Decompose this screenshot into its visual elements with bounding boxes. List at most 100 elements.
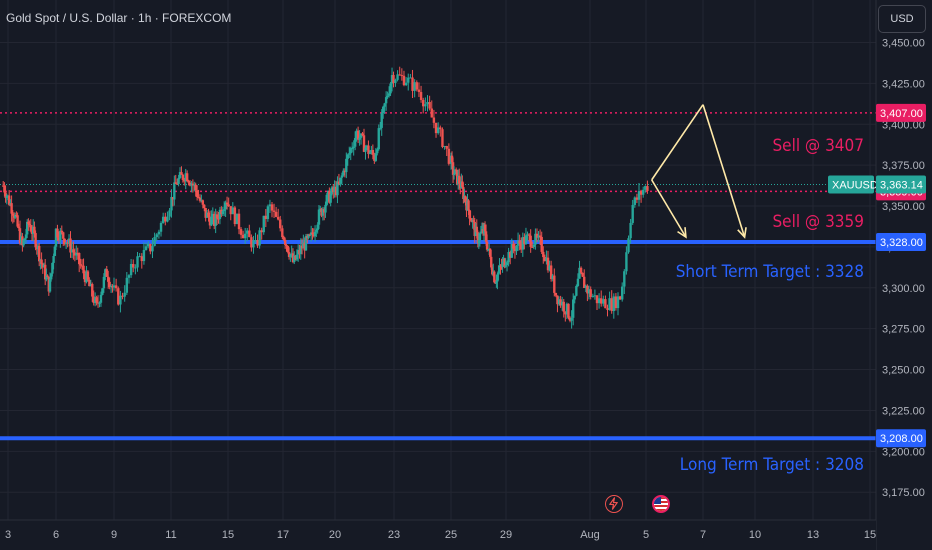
candle-body <box>413 82 416 91</box>
candle-body <box>365 145 369 148</box>
candle-body <box>332 187 335 192</box>
candle-body <box>447 148 451 164</box>
candle-body <box>243 233 247 239</box>
candle-body <box>194 184 197 191</box>
candle-body <box>475 226 478 233</box>
candle-body <box>353 138 357 147</box>
candle-body <box>503 258 506 267</box>
candle-body <box>531 246 534 248</box>
candle-body <box>114 285 118 289</box>
candle-body <box>200 200 203 202</box>
candle-body <box>99 294 103 303</box>
candle-body <box>352 146 355 149</box>
candle-body <box>151 245 154 252</box>
candle-body <box>193 184 196 186</box>
candle-body <box>540 236 543 252</box>
candle-body <box>168 210 171 217</box>
long-term-target-label: Long Term Target : 3208 <box>679 455 864 475</box>
candle-body <box>300 245 304 249</box>
candle-body <box>10 203 13 214</box>
candle-body <box>302 242 305 249</box>
candle-body <box>45 275 48 280</box>
candle-body <box>557 299 561 305</box>
candle-body <box>581 272 584 277</box>
candle-body <box>119 295 122 305</box>
candle-body <box>254 240 257 242</box>
candle-body <box>184 173 187 182</box>
candle-body <box>553 275 556 293</box>
candle-body <box>50 273 53 280</box>
lightning-icon[interactable] <box>605 495 623 513</box>
short-target-badge <box>876 233 926 252</box>
candle-body <box>392 75 395 83</box>
candle-body <box>383 103 386 107</box>
sell-lower-label: Sell @ 3359 <box>772 212 864 232</box>
candle-body <box>584 285 587 288</box>
candle-body <box>501 261 504 268</box>
short-target-badge-label: 3,328.00 <box>880 237 923 249</box>
candle-body <box>618 296 622 300</box>
candle-body <box>445 146 448 149</box>
candle-body <box>565 303 569 315</box>
candle-body <box>44 264 47 280</box>
candle-body <box>34 233 37 248</box>
projection-arrow-line <box>651 179 687 238</box>
projection-arrowhead <box>737 227 747 239</box>
candle-body <box>510 243 513 258</box>
candle-body <box>142 249 146 262</box>
x-tick-label: 9 <box>111 529 117 541</box>
candle-body <box>205 212 209 218</box>
candle-body <box>642 189 645 195</box>
candle-body <box>220 209 223 215</box>
candle-body <box>478 233 482 241</box>
y-tick-label: 3,375.00 <box>882 160 925 172</box>
candle-body <box>102 276 106 289</box>
currency-button[interactable]: USD <box>878 5 926 33</box>
candle-body <box>556 295 559 305</box>
candle-body <box>89 283 92 287</box>
candle-body <box>411 77 414 91</box>
candle-body <box>138 256 141 258</box>
candle-body <box>432 117 436 123</box>
candle-body <box>149 243 152 252</box>
y-tick-label: 3,175.00 <box>882 487 925 499</box>
y-tick-label: 3,400.00 <box>882 119 925 131</box>
candle-body <box>121 295 124 297</box>
candle-body <box>362 135 366 152</box>
y-tick-label: 3,450.00 <box>882 38 925 50</box>
candle-body <box>127 275 131 278</box>
candle-body <box>144 246 148 250</box>
candle-body <box>346 154 349 159</box>
candle-body <box>229 206 232 215</box>
candle-body <box>644 186 647 190</box>
candle-body <box>543 257 547 262</box>
candle-body <box>174 182 177 184</box>
candle-body <box>266 206 270 219</box>
candle-body <box>129 263 133 276</box>
x-tick-label: 23 <box>388 529 400 541</box>
candle-body <box>304 236 308 251</box>
candle-body <box>83 273 87 283</box>
us-flag-icon[interactable] <box>652 495 670 513</box>
candle-body <box>476 232 480 244</box>
candle-body <box>570 317 573 321</box>
candle-body <box>14 214 17 218</box>
candle-body <box>430 108 433 118</box>
candle-body <box>545 257 548 262</box>
candle-body <box>221 211 224 215</box>
candle-body <box>215 214 219 219</box>
candle-body <box>559 299 562 306</box>
candle-body <box>315 230 318 232</box>
candle-body <box>224 202 227 210</box>
candle-body <box>237 213 241 230</box>
symbol-badge-label: XAUUSD <box>832 180 878 192</box>
candle-body <box>188 182 192 186</box>
candle-body <box>527 234 531 236</box>
candle-body <box>191 183 195 186</box>
candle-body <box>107 276 110 282</box>
projection-arrowhead <box>677 227 687 239</box>
candle-body <box>515 245 518 252</box>
candle-body <box>380 112 383 128</box>
candle-body <box>320 208 323 216</box>
